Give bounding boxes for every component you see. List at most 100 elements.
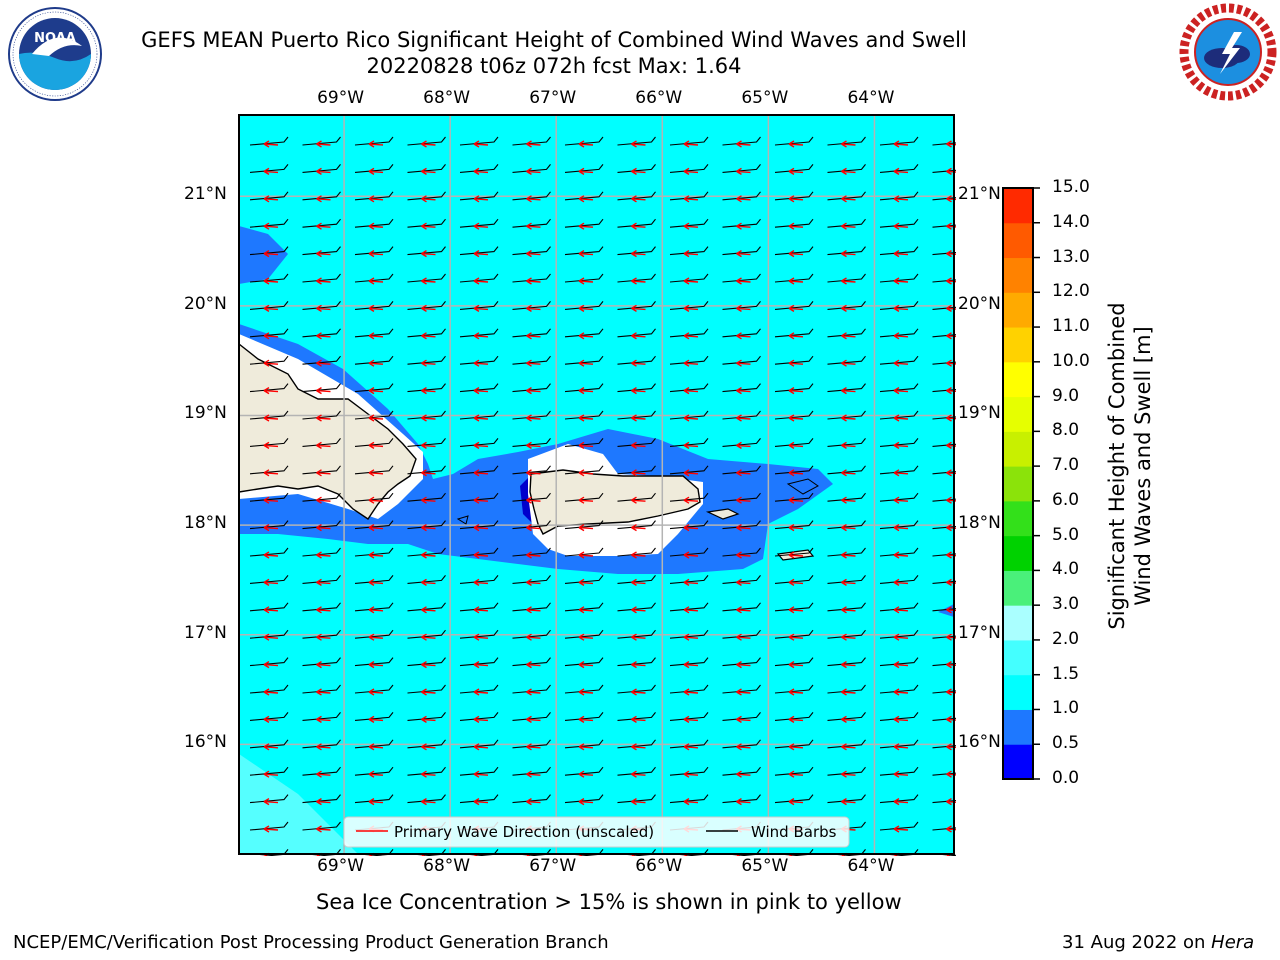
wind-barb <box>512 684 551 694</box>
wave-direction-arrow <box>683 578 699 587</box>
vector-glyph <box>617 766 656 778</box>
wave-direction-arrow <box>526 578 541 587</box>
wave-direction-arrow <box>368 222 384 230</box>
colorbar-tick-label: 8.0 <box>1052 420 1080 441</box>
wind-barb <box>249 575 289 584</box>
vector-glyph <box>827 383 866 395</box>
wind-barb <box>407 355 446 365</box>
vector-glyph <box>722 355 761 367</box>
wind-barb <box>407 191 446 201</box>
wind-barb <box>774 492 814 502</box>
wind-barb <box>249 218 289 228</box>
wind-barb <box>774 301 814 310</box>
wave-direction-arrow <box>683 633 699 641</box>
wave-direction-arrow <box>683 167 699 176</box>
wind-barb <box>302 301 341 310</box>
wind-barb <box>879 191 919 201</box>
wave-direction-arrow <box>526 606 541 614</box>
wave-direction-arrow <box>368 441 384 450</box>
wind-barb <box>722 547 761 557</box>
wave-direction-arrow <box>263 606 279 614</box>
wave-direction-arrow <box>841 386 856 395</box>
colorbar-tick-label: 9.0 <box>1052 385 1080 406</box>
wind-barb <box>932 690 956 694</box>
vector-glyph <box>774 657 814 669</box>
wave-direction-arrow <box>841 523 856 532</box>
wind-barb <box>564 438 604 447</box>
vector-glyph <box>827 575 866 587</box>
wave-direction-arrow <box>263 167 279 176</box>
wind-barb <box>459 273 499 283</box>
wind-barb <box>459 520 499 530</box>
vector-glyph <box>879 355 919 367</box>
vector-glyph <box>407 684 446 696</box>
wave-direction-arrow <box>788 441 804 450</box>
lat-label-right: 17°N <box>958 622 1001 643</box>
wave-direction-arrow <box>526 414 541 422</box>
wave-direction-arrow <box>893 414 909 422</box>
wind-barb <box>354 794 394 804</box>
wind-barb <box>512 218 551 228</box>
vector-glyph <box>722 410 761 422</box>
wind-barb <box>879 410 919 420</box>
wave-direction-arrow <box>893 660 909 669</box>
vector-glyph <box>827 410 866 422</box>
wave-direction-arrow <box>578 715 594 724</box>
wave-direction-arrow <box>788 386 804 395</box>
vector-glyph <box>249 273 289 285</box>
wave-direction-arrow <box>316 551 331 559</box>
wave-direction-arrow <box>841 277 856 285</box>
wind-barb <box>827 739 866 749</box>
wave-direction-arrow <box>736 249 751 258</box>
wave-direction-arrow <box>368 715 384 724</box>
vector-glyph <box>564 218 604 230</box>
wave-direction-arrow <box>736 606 751 614</box>
wind-barb <box>617 684 656 694</box>
vector-glyph <box>827 739 866 751</box>
vector-glyph <box>774 575 814 587</box>
wave-direction-arrow <box>578 496 594 504</box>
wave-direction-arrow <box>368 167 384 176</box>
vector-glyph <box>354 547 394 559</box>
wind-barb <box>459 383 499 393</box>
wave-direction-arrow <box>473 633 489 641</box>
wave-direction-arrow <box>316 249 331 258</box>
wind-barb <box>879 575 919 584</box>
vector-glyph <box>617 438 656 450</box>
vector-glyph <box>722 218 761 230</box>
wave-direction-arrow <box>368 332 384 340</box>
wave-direction-arrow <box>788 496 804 504</box>
vector-glyph <box>249 547 289 559</box>
vector-glyph <box>827 712 866 724</box>
wave-direction-arrow <box>893 606 909 614</box>
wind-barb <box>249 383 289 393</box>
wind-barb <box>459 629 499 639</box>
wave-direction-arrow <box>631 496 646 504</box>
vector-glyph <box>879 794 919 806</box>
wave-direction-arrow <box>316 167 331 176</box>
wave-direction-arrow <box>263 660 279 669</box>
wind-barb <box>249 794 289 804</box>
wave-direction-arrow <box>683 277 699 285</box>
vector-glyph <box>407 438 446 450</box>
vector-glyph <box>774 383 814 395</box>
wind-barb <box>564 739 604 749</box>
vector-glyph <box>564 547 604 559</box>
wave-direction-arrow <box>578 551 594 559</box>
wind-barb <box>669 739 709 749</box>
wind-barb <box>354 602 394 612</box>
wind-barb <box>249 328 289 338</box>
wind-barb <box>879 712 919 721</box>
wind-barb <box>564 328 604 338</box>
wind-barb <box>879 136 919 146</box>
wave-direction-arrow <box>736 688 751 696</box>
vector-glyph <box>774 629 814 641</box>
vector-glyph <box>512 657 551 669</box>
vector-glyph <box>722 273 761 285</box>
vector-glyph <box>564 136 604 148</box>
wind-barb <box>879 383 919 393</box>
wind-barb <box>722 766 761 776</box>
vector-glyph <box>459 657 499 669</box>
wave-direction-arrow <box>316 277 331 285</box>
wind-barb <box>617 328 656 338</box>
